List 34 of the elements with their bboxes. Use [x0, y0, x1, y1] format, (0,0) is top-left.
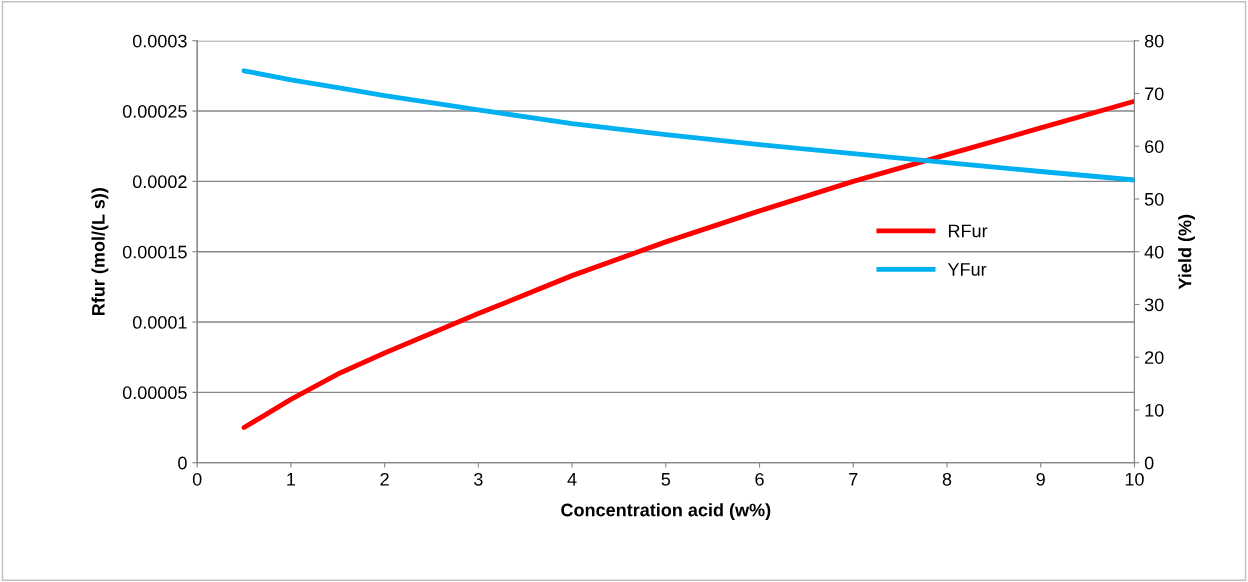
- x-tick-label: 2: [380, 472, 389, 486]
- x-tick-label: 0: [192, 472, 202, 486]
- y-tick-label: 0.0003: [132, 34, 187, 48]
- y2-tick-label: 50: [1144, 192, 1164, 206]
- legend-label: RFur: [948, 224, 988, 238]
- y-axis-title: Rfur (mol/(L s)): [91, 188, 109, 316]
- y-tick-label: 0.0002: [132, 175, 187, 189]
- y-tick-label: 0.00025: [122, 105, 187, 118]
- line-series: [241, 98, 1135, 430]
- x-tick-label: 7: [849, 473, 858, 486]
- x-tick-label: 6: [755, 472, 764, 486]
- y2-tick-label: 40: [1144, 245, 1164, 259]
- y2-tick-label: 80: [1144, 34, 1164, 48]
- x-tick-label: 1: [287, 473, 296, 486]
- x-tick-label: 4: [567, 473, 577, 486]
- x-tick-label: 3: [474, 472, 483, 486]
- y2-tick-label: 10: [1145, 403, 1164, 417]
- y2-tick-label: 0: [1144, 456, 1154, 470]
- y2-tick-label: 60: [1145, 140, 1164, 153]
- y2-tick-label: 30: [1144, 298, 1164, 312]
- y-tick-label: 0.00005: [122, 386, 187, 400]
- x-tick-label: 8: [942, 472, 952, 486]
- x-tick-label: 10: [1125, 472, 1144, 486]
- line-series: [241, 68, 1135, 183]
- x-axis-title: Concentration acid (w%): [561, 503, 771, 520]
- y2-tick-label: 70: [1145, 87, 1164, 101]
- x-tick-label: 9: [1036, 472, 1045, 486]
- y-tick-label: 0: [178, 456, 187, 470]
- y2-axis-title: Yield (%): [1178, 214, 1195, 290]
- y-tick-label: 0.0001: [132, 315, 187, 329]
- legend-label: YFur: [947, 263, 987, 276]
- y2-tick-label: 20: [1145, 351, 1164, 364]
- y-tick-label: 0.00015: [122, 245, 187, 259]
- x-tick-label: 5: [661, 473, 671, 486]
